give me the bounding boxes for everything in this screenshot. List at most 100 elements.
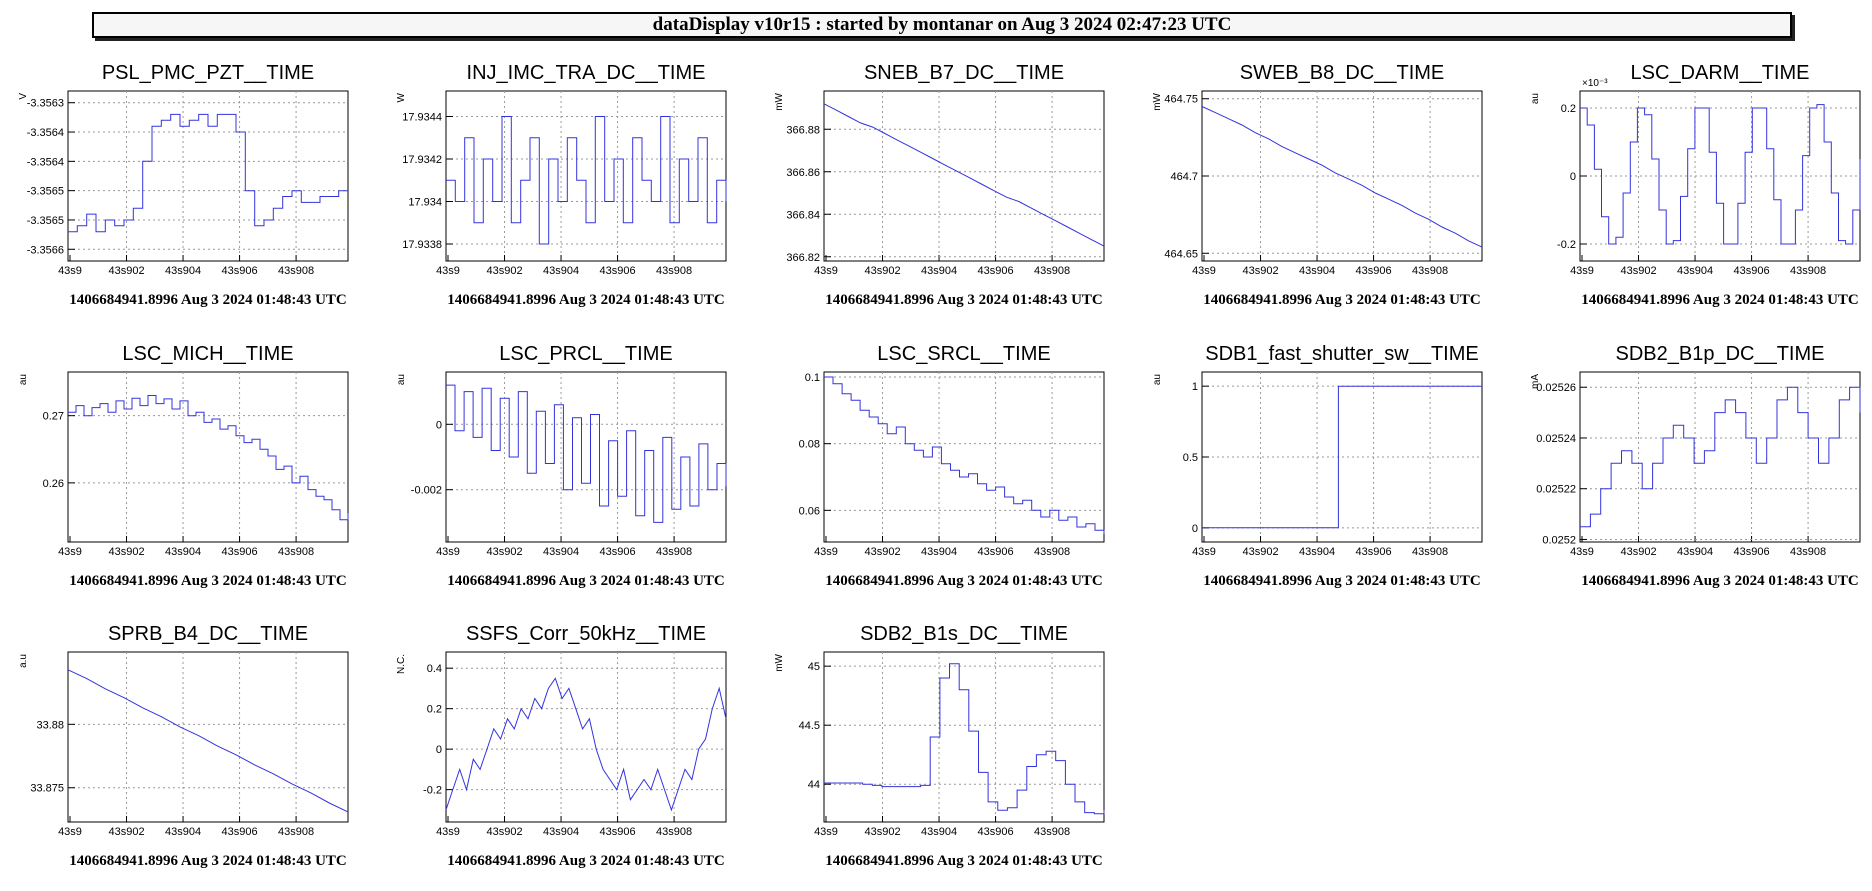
x-tick-label: 43s904 bbox=[1677, 546, 1713, 558]
x-tick-label: 43s908 bbox=[278, 826, 314, 838]
x-tick-label: 43s9 bbox=[1192, 546, 1216, 558]
y-axis-label: mW bbox=[774, 92, 785, 110]
x-tick-label: 43s904 bbox=[1677, 265, 1713, 277]
series-line bbox=[823, 103, 1105, 247]
y-axis-label: mW bbox=[774, 653, 785, 671]
x-tick-label: 43s908 bbox=[278, 265, 314, 277]
x-tick-label: 43s904 bbox=[165, 265, 201, 277]
y-exponent-label: ×10⁻³ bbox=[1582, 78, 1608, 89]
series-line bbox=[68, 395, 349, 521]
chart-footer: 1406684941.8996 Aug 3 2024 01:48:43 UTC bbox=[1581, 573, 1859, 589]
x-tick-label: 43s908 bbox=[1412, 546, 1448, 558]
x-tick-label: 43s9 bbox=[1192, 265, 1216, 277]
chart-panel: 43s9 43s902 43s904 43s906 43s908 464.75 464.7 4… bbox=[1152, 62, 1483, 308]
y-tick-label: -0.002 bbox=[411, 485, 442, 497]
series-line bbox=[1201, 106, 1483, 248]
series-line bbox=[67, 669, 349, 813]
chart-panel: 43s9 43s902 43s904 43s906 43s908 45 44.5 44 mW SD… bbox=[774, 623, 1105, 869]
y-axis-label: au bbox=[18, 374, 29, 385]
y-tick-label: 1 bbox=[1192, 381, 1198, 393]
chart-footer: 1406684941.8996 Aug 3 2024 01:48:43 UTC bbox=[447, 573, 725, 589]
chart-panel: 43s9 43s902 43s904 43s906 43s908 -3.3563 -3.35… bbox=[18, 62, 349, 308]
y-tick-label: 44.5 bbox=[799, 720, 820, 732]
app-title: dataDisplay v10r15 : started by montanar… bbox=[652, 14, 1232, 35]
y-axis-label: N.C. bbox=[396, 654, 407, 674]
y-tick-label: -3.3564 bbox=[27, 156, 64, 168]
y-tick-label: 17.9338 bbox=[402, 239, 442, 251]
chart-title: INJ_IMC_TRA_DC__TIME bbox=[467, 62, 706, 84]
y-tick-label: -3.3565 bbox=[27, 186, 64, 198]
x-tick-label: 43s906 bbox=[600, 826, 636, 838]
app-title-bar: dataDisplay v10r15 : started by montanar… bbox=[92, 12, 1792, 38]
x-tick-label: 43s902 bbox=[864, 826, 900, 838]
plot-frame bbox=[823, 651, 1105, 823]
x-tick-label: 43s9 bbox=[1570, 265, 1594, 277]
x-tick-label: 43s904 bbox=[165, 546, 201, 558]
chart-footer: 1406684941.8996 Aug 3 2024 01:48:43 UTC bbox=[69, 292, 347, 308]
chart-panel: 43s9 43s902 43s904 43s906 43s908 33.88 33.875 a… bbox=[18, 623, 349, 869]
y-tick-label: 0.08 bbox=[799, 439, 820, 451]
x-tick-label: 43s9 bbox=[58, 546, 82, 558]
x-tick-label: 43s902 bbox=[1620, 546, 1656, 558]
y-tick-label: 366.88 bbox=[786, 124, 820, 136]
x-tick-label: 43s902 bbox=[486, 265, 522, 277]
x-tick-label: 43s902 bbox=[486, 546, 522, 558]
x-tick-label: 43s904 bbox=[165, 826, 201, 838]
x-tick-label: 43s908 bbox=[656, 546, 692, 558]
y-axis-label: mW bbox=[1152, 92, 1163, 110]
x-tick-label: 43s906 bbox=[600, 546, 636, 558]
y-tick-label: 0.2 bbox=[1561, 103, 1576, 115]
chart-footer: 1406684941.8996 Aug 3 2024 01:48:43 UTC bbox=[825, 853, 1103, 869]
chart-title: SPRB_B4_DC__TIME bbox=[108, 623, 308, 645]
plot-frame bbox=[67, 651, 349, 823]
y-tick-label: 44 bbox=[808, 779, 820, 791]
chart-panel: 43s9 43s902 43s904 43s906 43s908 0 -0.002 au LSC… bbox=[396, 343, 727, 589]
y-axis-label: au bbox=[396, 374, 407, 385]
y-tick-label: 0.2 bbox=[427, 704, 442, 716]
chart-panel: 43s9 43s902 43s904 43s906 43s908 0.4 0.2 0 -0.2 N… bbox=[396, 623, 727, 869]
y-tick-label: 33.88 bbox=[36, 719, 64, 731]
y-tick-label: 464.7 bbox=[1170, 171, 1198, 183]
y-tick-label: 0.4 bbox=[427, 663, 442, 675]
chart-footer: 1406684941.8996 Aug 3 2024 01:48:43 UTC bbox=[447, 853, 725, 869]
x-tick-label: 43s902 bbox=[1242, 265, 1278, 277]
chart-footer: 1406684941.8996 Aug 3 2024 01:48:43 UTC bbox=[825, 292, 1103, 308]
y-axis-label: au bbox=[1152, 374, 1163, 385]
x-tick-label: 43s906 bbox=[222, 546, 258, 558]
x-tick-label: 43s906 bbox=[600, 265, 636, 277]
chart-footer: 1406684941.8996 Aug 3 2024 01:48:43 UTC bbox=[69, 853, 347, 869]
series-line bbox=[1202, 385, 1482, 529]
chart-title: LSC_PRCL__TIME bbox=[499, 343, 672, 365]
series-line bbox=[824, 663, 1105, 815]
chart-footer: 1406684941.8996 Aug 3 2024 01:48:43 UTC bbox=[1203, 292, 1481, 308]
x-tick-label: 43s908 bbox=[656, 826, 692, 838]
x-tick-label: 43s904 bbox=[543, 265, 579, 277]
x-tick-label: 43s906 bbox=[1356, 265, 1392, 277]
y-axis-label: V bbox=[18, 93, 29, 100]
y-tick-label: 17.934 bbox=[408, 197, 442, 209]
chart-panel: 43s9 43s902 43s904 43s906 43s908 366.88 366.86… bbox=[774, 62, 1105, 308]
y-tick-label: 0.5 bbox=[1183, 452, 1198, 464]
x-tick-label: 43s9 bbox=[58, 265, 82, 277]
y-tick-label: 0.1 bbox=[805, 372, 820, 384]
x-tick-label: 43s9 bbox=[814, 826, 838, 838]
x-tick-label: 43s902 bbox=[1242, 546, 1278, 558]
y-tick-label: 464.75 bbox=[1164, 94, 1198, 106]
chart-title: PSL_PMC_PZT__TIME bbox=[102, 62, 314, 84]
x-tick-label: 43s906 bbox=[978, 826, 1014, 838]
y-axis-label: a.u bbox=[18, 654, 29, 668]
x-tick-label: 43s902 bbox=[108, 826, 144, 838]
x-tick-label: 43s9 bbox=[1570, 546, 1594, 558]
series-line bbox=[446, 384, 727, 523]
chart-footer: 1406684941.8996 Aug 3 2024 01:48:43 UTC bbox=[447, 292, 725, 308]
y-tick-label: -0.2 bbox=[1557, 239, 1576, 251]
chart-title: LSC_DARM__TIME bbox=[1631, 62, 1810, 84]
x-tick-label: 43s906 bbox=[222, 265, 258, 277]
x-tick-label: 43s902 bbox=[108, 265, 144, 277]
y-axis-label: mA bbox=[1530, 374, 1541, 389]
x-tick-label: 43s908 bbox=[278, 546, 314, 558]
y-tick-label: 0 bbox=[436, 419, 442, 431]
x-tick-label: 43s904 bbox=[1299, 546, 1335, 558]
x-tick-label: 43s902 bbox=[864, 546, 900, 558]
chart-footer: 1406684941.8996 Aug 3 2024 01:48:43 UTC bbox=[1581, 292, 1859, 308]
